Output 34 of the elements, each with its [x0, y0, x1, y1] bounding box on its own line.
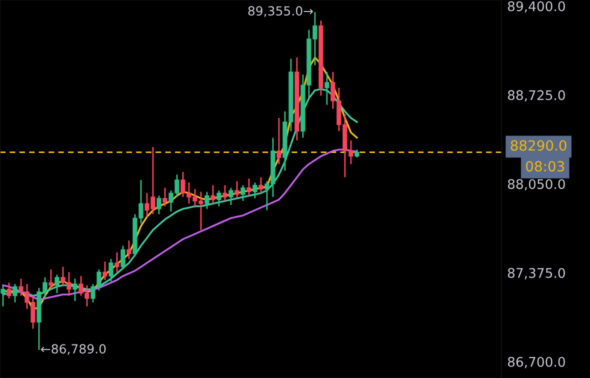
- y-tick-label: 87,375.0: [508, 268, 565, 280]
- annotation: ←86,789.0: [40, 344, 106, 355]
- candlestick: [204, 191, 210, 210]
- y-tick-label: 86,700.0: [508, 356, 565, 368]
- candlestick: [252, 182, 258, 200]
- candlestick: [156, 195, 162, 215]
- candlestick: [240, 184, 246, 202]
- candlestick: [222, 184, 228, 202]
- candlestick: [108, 258, 114, 282]
- candlestick: [54, 274, 60, 294]
- candlestick: [216, 190, 222, 207]
- candlestick: [72, 278, 78, 302]
- candlestick: [6, 282, 12, 300]
- candlestick: [276, 117, 282, 165]
- candlestick: [258, 176, 264, 194]
- ref-line-label: 88290.0: [510, 140, 566, 151]
- y-tick-label: 88,725.0: [508, 90, 565, 102]
- candlestick: [126, 240, 132, 260]
- candlestick: [246, 178, 252, 196]
- candlestick: [162, 187, 168, 207]
- candlestick: [210, 184, 216, 204]
- y-tick-label: 89,400.0: [508, 1, 565, 13]
- candlestick: [0, 284, 6, 308]
- candlestick: [114, 252, 120, 273]
- candlestick: [228, 187, 234, 206]
- candlestick: [102, 260, 108, 281]
- candlestick: [324, 71, 330, 106]
- text: 08:03: [526, 161, 564, 172]
- candlestick: [12, 283, 18, 304]
- candlestick: [120, 245, 126, 270]
- candlestick: [48, 268, 54, 290]
- candlestick: [234, 180, 240, 200]
- annotation: 89,355.0→: [248, 6, 313, 17]
- y-tick-label: 88,050.0: [508, 179, 565, 190]
